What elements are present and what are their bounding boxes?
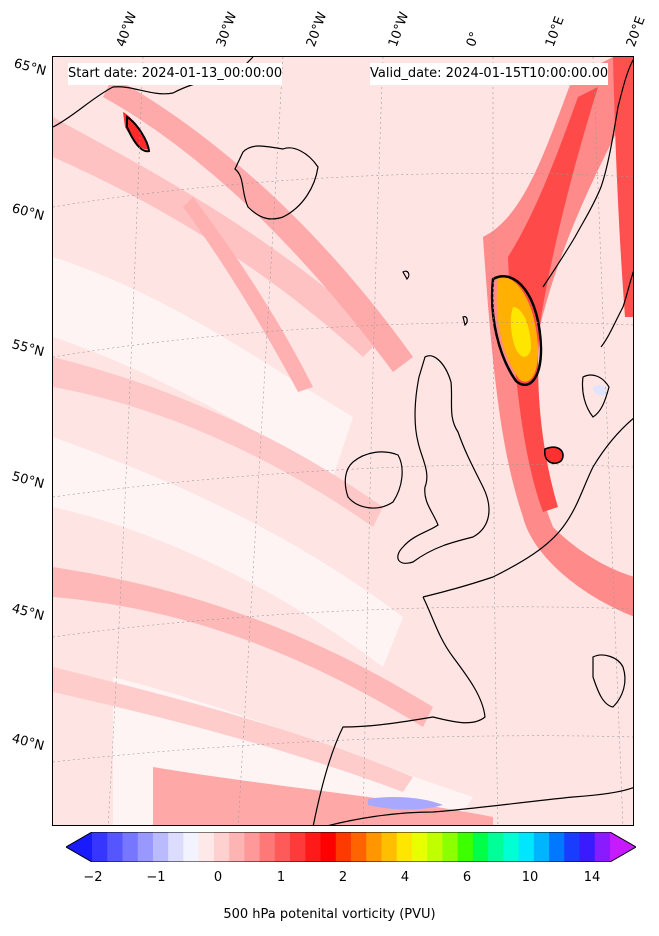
pv-strip-north-sea-core bbox=[508, 87, 598, 512]
lon-label-10e: 10°E bbox=[542, 14, 568, 50]
coast-faroe bbox=[402, 270, 410, 280]
colorbar-swatch bbox=[427, 832, 443, 862]
colorbar-tick: 4 bbox=[400, 870, 410, 885]
pv-negative-patch-2 bbox=[593, 384, 607, 396]
colorbar-tick: −2 bbox=[83, 870, 103, 885]
colorbar-swatch bbox=[107, 832, 123, 862]
potential-vorticity-map bbox=[53, 57, 633, 825]
colorbar-tick: 0 bbox=[213, 870, 223, 885]
pv-ribbon-3 bbox=[53, 357, 383, 527]
pv-feature-greenland bbox=[123, 112, 148, 150]
colorbar-swatch bbox=[442, 832, 459, 862]
coast-norway bbox=[542, 59, 633, 288]
lon-label-30w: 30°W bbox=[213, 10, 241, 49]
lon-label-20w: 20°W bbox=[303, 10, 331, 49]
colorbar-swatch bbox=[244, 832, 261, 862]
colorbar-tick: 14 bbox=[583, 870, 601, 885]
pv-ribbon-7 bbox=[183, 197, 313, 392]
coast-shetland bbox=[462, 316, 468, 327]
lat-label-40n: 40°N bbox=[10, 731, 46, 755]
lon-label-0: 0° bbox=[463, 29, 484, 49]
map-panel bbox=[52, 56, 634, 826]
lat-label-65n: 65°N bbox=[12, 56, 48, 80]
pv-core-max-inner bbox=[510, 307, 531, 357]
valid-date-label: Valid_date: 2024-01-15T10:00:00.00 bbox=[370, 63, 609, 85]
pv-contour-greenland bbox=[126, 115, 151, 153]
coast-ireland bbox=[344, 451, 403, 509]
pv-contour-2 bbox=[490, 275, 543, 387]
graticule bbox=[53, 57, 633, 825]
colorbar-swatch bbox=[183, 832, 200, 862]
colorbar-swatch bbox=[472, 832, 489, 862]
coast-north-africa bbox=[328, 787, 633, 825]
colorbar-swatch bbox=[366, 832, 382, 862]
colorbar-swatch bbox=[335, 832, 352, 862]
colorbar-swatch bbox=[579, 832, 596, 862]
pv-ribbon-5 bbox=[53, 667, 413, 792]
colorbar-swatch bbox=[396, 832, 413, 862]
pv-negative-patch-1 bbox=[368, 797, 443, 810]
pv-strip-north-sea bbox=[483, 57, 633, 617]
lon-label-10w: 10°W bbox=[385, 10, 413, 49]
colorbar-tick: 6 bbox=[462, 870, 472, 885]
coast-scotland-england bbox=[397, 355, 490, 564]
pv-band-white-2 bbox=[53, 437, 403, 667]
colorbar-swatch bbox=[92, 832, 108, 862]
colorbar-swatch bbox=[305, 832, 322, 862]
pv-strip-east bbox=[613, 57, 633, 317]
lat-label-60n: 60°N bbox=[10, 201, 46, 225]
colorbar-swatch bbox=[259, 832, 276, 862]
colorbar-swatch bbox=[290, 832, 306, 862]
coast-sweden bbox=[600, 270, 633, 348]
colorbar-swatch bbox=[411, 832, 428, 862]
pv-band-white-1 bbox=[53, 257, 353, 477]
colorbar-swatch bbox=[594, 832, 611, 862]
colorbar-swatch bbox=[457, 832, 474, 862]
colorbar-swatch bbox=[518, 832, 535, 862]
start-date-label: Start date: 2024-01-13_00:00:00 bbox=[68, 63, 283, 85]
coast-iceland bbox=[234, 145, 319, 220]
colorbar-swatch bbox=[564, 832, 581, 862]
colorbar-swatch bbox=[549, 832, 565, 862]
colorbar-swatch bbox=[168, 832, 184, 862]
coast-italy-corsica bbox=[592, 654, 626, 708]
colorbar-swatch bbox=[533, 832, 550, 862]
colorbar-swatch bbox=[351, 832, 367, 862]
coast-europe-mainland bbox=[422, 417, 633, 598]
pv-ribbon-2 bbox=[103, 77, 413, 372]
colorbar-extend-min bbox=[66, 832, 92, 862]
pv-ribbon-4 bbox=[53, 567, 433, 727]
colorbar-tick: 2 bbox=[338, 870, 348, 885]
colorbar-swatch bbox=[152, 832, 169, 862]
colorbar-swatch bbox=[381, 832, 398, 862]
lon-label-40w: 40°W bbox=[113, 10, 141, 49]
colorbar-swatch bbox=[137, 832, 154, 862]
colorbar-tick: 1 bbox=[276, 870, 286, 885]
pv-ribbon-6 bbox=[153, 767, 493, 825]
lat-label-50n: 50°N bbox=[10, 469, 46, 493]
colorbar-tick: −1 bbox=[146, 870, 166, 885]
coastlines bbox=[53, 57, 633, 825]
colorbar-swatch bbox=[213, 832, 230, 862]
colorbar-swatch bbox=[320, 832, 337, 862]
colorbar-swatch bbox=[274, 832, 291, 862]
lat-label-45n: 45°N bbox=[10, 601, 46, 625]
colorbar-swatch bbox=[488, 832, 504, 862]
colorbar-swatch bbox=[503, 832, 520, 862]
coast-denmark bbox=[581, 374, 610, 418]
colorbar-extend-max bbox=[610, 832, 636, 862]
pv-feature-channel bbox=[543, 446, 564, 465]
colorbar-swatch bbox=[229, 832, 245, 862]
lon-label-20e: 20°E bbox=[623, 14, 649, 50]
lat-label-55n: 55°N bbox=[10, 337, 46, 361]
colorbar-swatch bbox=[198, 832, 215, 862]
colorbar-tick: 10 bbox=[521, 870, 539, 885]
colorbar bbox=[66, 832, 636, 862]
colorbar-swatch bbox=[122, 832, 139, 862]
coast-france-spain bbox=[312, 596, 486, 825]
colorbar-label: 500 hPa potenital vorticity (PVU) bbox=[223, 907, 436, 922]
